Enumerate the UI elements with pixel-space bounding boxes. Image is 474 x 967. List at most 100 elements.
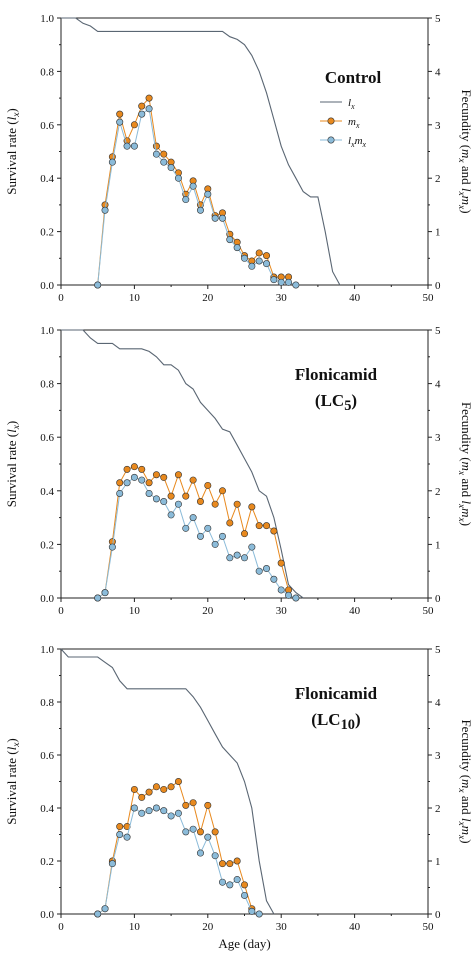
- data-point-lxmx: [174, 809, 182, 817]
- data-point-lxmx: [233, 244, 241, 252]
- data-point-lxmx: [174, 500, 182, 508]
- data-point-mx: [263, 252, 271, 260]
- data-point-mx: [167, 783, 175, 791]
- legend-swatch-marker: [327, 136, 335, 144]
- data-point-mx: [160, 150, 168, 158]
- y-tick-label: 0.2: [40, 227, 54, 239]
- data-point-mx: [189, 476, 197, 484]
- y-tick-label: 0.6: [40, 120, 54, 132]
- y2-tick-label: 2: [435, 486, 441, 498]
- data-point-lxmx: [182, 196, 190, 204]
- data-point-mx: [211, 828, 219, 836]
- panel-title: (LC5): [315, 391, 357, 414]
- data-point-mx: [145, 94, 153, 102]
- data-point-mx: [248, 503, 256, 511]
- y2-tick-label: 2: [435, 173, 441, 185]
- data-point-mx: [226, 860, 234, 868]
- x-tick-label: 10: [129, 292, 141, 304]
- data-point-lxmx: [160, 158, 168, 166]
- data-point-lxmx: [270, 276, 278, 284]
- data-point-mx: [233, 857, 241, 865]
- data-point-lxmx: [255, 910, 263, 918]
- data-point-mx: [255, 522, 263, 530]
- data-point-mx: [130, 121, 138, 129]
- x-tick-label: 0: [58, 292, 64, 304]
- y2-tick-label: 1: [435, 856, 441, 868]
- data-point-mx: [204, 801, 212, 809]
- y2-tick-label: 5: [435, 325, 441, 337]
- data-point-lxmx: [196, 532, 204, 540]
- data-point-lxmx: [130, 804, 138, 812]
- data-point-mx: [226, 519, 234, 527]
- y2-axis-label: Fecundity (mx​ and lx​mx​): [456, 89, 474, 213]
- x-tick-label: 30: [276, 921, 288, 933]
- y2-tick-label: 4: [435, 66, 441, 78]
- data-point-mx: [152, 783, 160, 791]
- y2-tick-label: 4: [435, 379, 441, 391]
- data-point-lxmx: [182, 828, 190, 836]
- legend-label: lx​: [348, 97, 355, 111]
- data-point-lxmx: [94, 910, 102, 918]
- x-tick-label: 20: [202, 921, 214, 933]
- y2-tick-label: 0: [435, 909, 441, 921]
- x-tick-label: 40: [349, 921, 361, 933]
- data-point-mx: [138, 793, 146, 801]
- data-point-lxmx: [196, 206, 204, 214]
- data-point-mx: [152, 142, 160, 150]
- y-tick-label: 0.6: [40, 432, 54, 444]
- data-point-lxmx: [138, 110, 146, 118]
- y-axis-label: Survival rate (lx​): [4, 738, 22, 825]
- panel-title: Control: [325, 68, 382, 87]
- series-line-mx: [97, 466, 289, 599]
- series-line-lx: [61, 329, 304, 599]
- series-line-lxmx: [97, 476, 297, 599]
- data-point-lxmx: [277, 586, 285, 594]
- data-point-lxmx: [211, 214, 219, 222]
- data-point-mx: [241, 530, 249, 538]
- data-point-lxmx: [233, 876, 241, 884]
- y2-tick-label: 5: [435, 13, 441, 25]
- y2-tick-label: 3: [435, 120, 441, 132]
- data-point-mx: [218, 860, 226, 868]
- series-line-lxmx: [97, 107, 297, 286]
- data-point-lxmx: [167, 164, 175, 172]
- y2-axis-label: Fecundity (mx​ and lx​mx​): [456, 402, 474, 526]
- data-point-mx: [116, 110, 124, 118]
- data-point-lxmx: [277, 278, 285, 286]
- y-tick-label: 0.4: [40, 486, 54, 498]
- data-point-lxmx: [218, 532, 226, 540]
- x-tick-label: 50: [423, 292, 435, 304]
- y2-tick-label: 0: [435, 280, 441, 292]
- data-point-lxmx: [270, 575, 278, 583]
- data-point-lxmx: [292, 281, 300, 289]
- chart-panel-3: 0 10 20 30 40 50 0.0 0.2 0.4 0.6 0.8 1.0 0 1 2 3 4 5 Survi…: [4, 644, 474, 951]
- x-tick-label: 40: [349, 292, 361, 304]
- data-point-mx: [123, 465, 131, 473]
- data-point-lxmx: [211, 540, 219, 548]
- data-point-lxmx: [101, 206, 109, 214]
- data-point-mx: [116, 479, 124, 487]
- y-tick-label: 0.2: [40, 856, 54, 868]
- data-point-mx: [270, 527, 278, 535]
- y-tick-label: 1.0: [40, 325, 54, 337]
- data-point-lxmx: [130, 473, 138, 481]
- data-point-mx: [189, 799, 197, 807]
- data-point-lxmx: [182, 524, 190, 532]
- x-tick-label: 50: [423, 921, 435, 933]
- y2-tick-label: 1: [435, 539, 441, 551]
- data-point-lxmx: [226, 554, 234, 562]
- data-point-lxmx: [211, 852, 219, 860]
- y-tick-label: 0.0: [40, 593, 54, 605]
- data-point-lxmx: [108, 860, 116, 868]
- data-point-lxmx: [226, 881, 234, 889]
- x-axis-label: Age (day): [218, 936, 270, 951]
- data-point-lxmx: [248, 907, 256, 915]
- data-point-mx: [255, 249, 263, 257]
- x-tick-label: 30: [276, 292, 288, 304]
- y2-tick-label: 5: [435, 644, 441, 656]
- data-point-mx: [241, 881, 249, 889]
- data-point-mx: [218, 487, 226, 495]
- data-point-lxmx: [130, 142, 138, 150]
- data-point-mx: [145, 479, 153, 487]
